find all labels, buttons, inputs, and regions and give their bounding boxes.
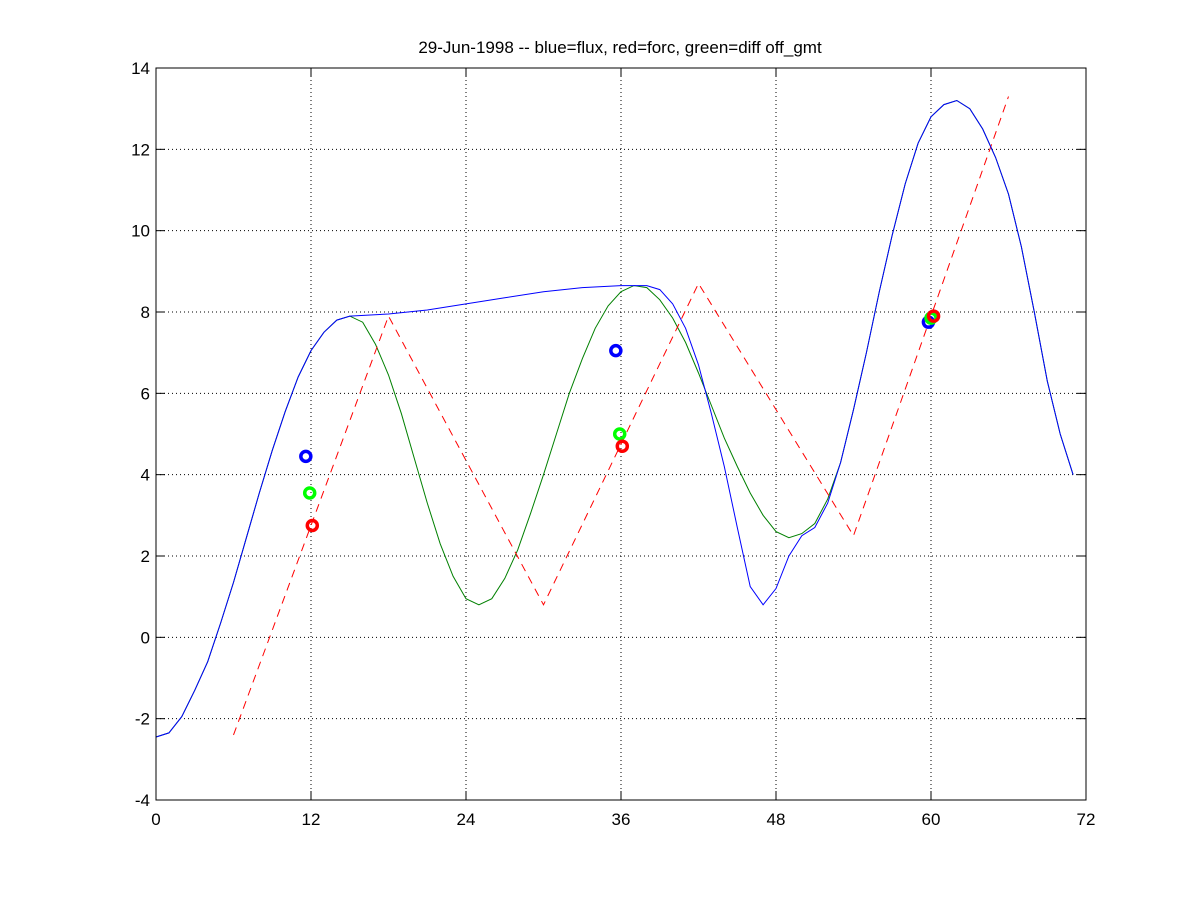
circle-marker [305, 518, 320, 533]
ticks [155, 67, 1087, 801]
y-tick-label: 8 [141, 303, 150, 322]
y-tick-label: 12 [131, 140, 150, 159]
grid [156, 68, 1086, 800]
x-tick-label: 36 [612, 810, 631, 829]
y-tick-label: 10 [131, 222, 150, 241]
marker-layer [299, 309, 941, 533]
y-tick-label: 4 [141, 466, 150, 485]
x-tick-label: 0 [151, 810, 160, 829]
x-tick-label: 48 [767, 810, 786, 829]
y-tick-label: 2 [141, 547, 150, 566]
y-tick-label: 0 [141, 628, 150, 647]
x-tick-label: 12 [302, 810, 321, 829]
y-tick-label: 6 [141, 384, 150, 403]
circle-marker [612, 427, 627, 441]
series-line [155, 99, 1074, 738]
circle-marker [926, 309, 941, 323]
circle-marker [615, 439, 630, 453]
series-line [233, 96, 1009, 736]
circle-marker [302, 486, 317, 500]
circle-marker [609, 343, 623, 358]
x-tick-label: 60 [922, 810, 941, 829]
circle-marker [299, 449, 313, 464]
x-tick-label: 72 [1077, 810, 1096, 829]
y-tick-label: -2 [135, 710, 150, 729]
x-tick-label: 24 [457, 810, 476, 829]
chart-title: 29-Jun-1998 -- blue=flux, red=forc, gree… [418, 38, 822, 57]
series-layer [155, 96, 1074, 738]
y-tick-label: -4 [135, 791, 150, 810]
y-tick-label: 14 [131, 59, 150, 78]
